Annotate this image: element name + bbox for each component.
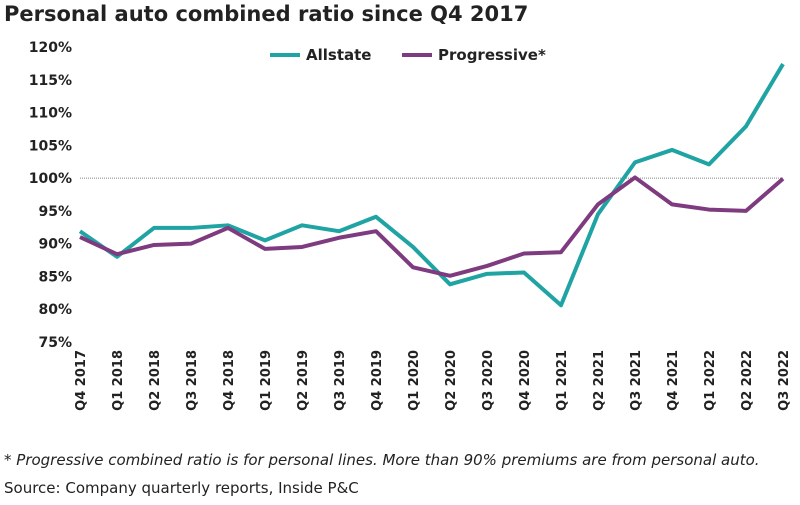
x-tick-label: Q1 2021 <box>555 350 570 411</box>
y-tick-label: 105% <box>29 138 72 154</box>
y-tick-label: 80% <box>38 302 72 318</box>
legend-label: Allstate <box>306 46 371 64</box>
y-tick-label: 115% <box>29 73 72 89</box>
x-tick-label: Q2 2019 <box>296 350 311 411</box>
x-tick-label: Q1 2020 <box>407 350 422 411</box>
x-tick-label: Q2 2022 <box>740 350 755 411</box>
x-tick-label: Q1 2019 <box>259 350 274 411</box>
x-tick-label: Q3 2021 <box>629 350 644 411</box>
x-tick-label: Q4 2017 <box>74 350 89 411</box>
source-note: Source: Company quarterly reports, Insid… <box>4 479 359 497</box>
x-tick-label: Q4 2020 <box>518 350 533 411</box>
y-tick-label: 95% <box>38 204 72 220</box>
x-tick-label: Q1 2018 <box>111 350 126 411</box>
line-chart: 75% 80% 85% 90% 95% 100% 105% 110% 115% 120% Q4 20… <box>29 40 792 411</box>
y-tick-label: 100% <box>29 171 72 187</box>
x-tick-label: Q4 2021 <box>666 350 681 411</box>
x-tick-label: Q3 2020 <box>481 350 496 411</box>
series-line-allstate <box>78 63 785 308</box>
y-tick-label: 75% <box>38 335 72 351</box>
y-tick-label: 90% <box>38 237 72 253</box>
series-line-progressive <box>79 175 785 278</box>
chart-title: Personal auto combined ratio since Q4 20… <box>4 2 529 26</box>
y-tick-label: 85% <box>38 269 72 285</box>
footnote: * Progressive combined ratio is for pers… <box>4 451 760 469</box>
y-tick-label: 120% <box>29 40 72 56</box>
x-tick-label: Q4 2018 <box>222 350 237 411</box>
y-tick-label: 110% <box>29 106 72 122</box>
x-tick-label: Q4 2019 <box>370 350 385 411</box>
legend-label: Progressive* <box>438 46 546 64</box>
x-tick-label: Q3 2018 <box>185 350 200 411</box>
x-tick-label: Q1 2022 <box>703 350 718 411</box>
x-tick-label: Q2 2021 <box>592 350 607 411</box>
x-tick-label: Q2 2020 <box>444 350 459 411</box>
x-tick-label: Q3 2019 <box>333 350 348 411</box>
x-tick-label: Q3 2022 <box>777 350 792 411</box>
x-tick-label: Q2 2018 <box>148 350 163 411</box>
